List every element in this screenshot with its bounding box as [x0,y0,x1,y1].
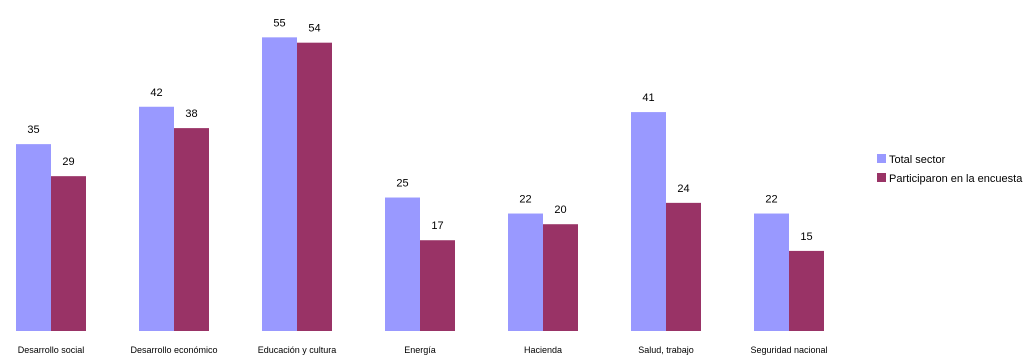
value-label-seguridad-nacional-total-sector: 22 [765,194,777,206]
legend-label-total-sector: Total sector [889,154,946,166]
category-label-energia: Energía [404,345,436,355]
value-label-desarrollo-economico-total-sector: 42 [150,87,162,99]
bar-hacienda-participaron-en-la-encuesta [543,224,578,331]
legend-label-participaron: Participaron en la encuesta [889,173,1023,185]
value-label-salud-trabajo-participaron-en-la-encuesta: 24 [677,183,689,195]
bar-seguridad-nacional-total-sector [754,213,789,331]
bar-salud-trabajo-participaron-en-la-encuesta [666,202,701,331]
value-label-desarrollo-social-total-sector: 35 [27,124,39,136]
value-label-salud-trabajo-total-sector: 41 [642,92,654,104]
bar-educacion-y-cultura-participaron-en-la-encuesta [297,42,332,332]
bar-educacion-y-cultura-total-sector [262,37,297,331]
bar-desarrollo-social-total-sector [16,144,51,331]
category-label-hacienda: Hacienda [524,345,562,355]
category-label-salud-trabajo: Salud, trabajo [638,345,694,355]
bar-seguridad-nacional-participaron-en-la-encuesta [789,250,824,331]
category-label-educacion-y-cultura: Educación y cultura [258,345,337,355]
bar-energia-participaron-en-la-encuesta [420,240,455,331]
value-label-educacion-y-cultura-total-sector: 55 [273,17,285,29]
legend-swatch-total-sector [877,154,886,163]
value-label-hacienda-participaron-en-la-encuesta: 20 [554,204,566,216]
category-label-desarrollo-social: Desarrollo social [18,345,85,355]
bar-desarrollo-economico-participaron-en-la-encuesta [174,128,209,331]
legend: Total sector Participaron en la encuesta [877,154,1023,185]
bar-desarrollo-social-participaron-en-la-encuesta [51,176,86,331]
legend-swatch-participaron [877,173,886,182]
bar-hacienda-total-sector [508,213,543,331]
value-label-seguridad-nacional-participaron-en-la-encuesta: 15 [800,231,812,243]
value-label-energia-total-sector: 25 [396,178,408,190]
bar-energia-total-sector [385,197,420,331]
bar-salud-trabajo-total-sector [631,112,666,331]
value-label-energia-participaron-en-la-encuesta: 17 [431,220,443,232]
value-label-hacienda-total-sector: 22 [519,194,531,206]
value-label-educacion-y-cultura-participaron-en-la-encuesta: 54 [308,23,320,35]
value-label-desarrollo-social-participaron-en-la-encuesta: 29 [62,156,74,168]
plot-area: 35 29 Desarrollo social 42 38 Desarrollo econ… [16,17,828,355]
category-label-desarrollo-economico: Desarrollo económico [130,345,217,355]
value-label-desarrollo-economico-participaron-en-la-encuesta: 38 [185,108,197,120]
category-label-seguridad-nacional: Seguridad nacional [750,345,827,355]
bar-desarrollo-economico-total-sector [139,106,174,331]
